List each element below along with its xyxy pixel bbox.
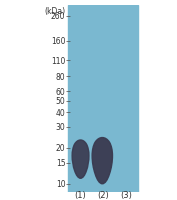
Ellipse shape (72, 140, 89, 178)
Text: (1): (1) (75, 190, 86, 199)
Bar (68, 6, 138, 192)
Text: 20: 20 (56, 144, 65, 153)
Text: 110: 110 (51, 56, 65, 65)
Text: 10: 10 (56, 179, 65, 188)
Text: 40: 40 (56, 108, 65, 117)
Text: (3): (3) (121, 190, 133, 199)
Text: 160: 160 (51, 37, 65, 46)
Text: (kDa): (kDa) (44, 7, 65, 16)
Text: 30: 30 (56, 123, 65, 132)
Text: 50: 50 (56, 97, 65, 106)
Ellipse shape (92, 138, 113, 184)
Text: 60: 60 (56, 87, 65, 96)
Text: (2): (2) (98, 190, 109, 199)
Text: 260: 260 (51, 12, 65, 21)
Text: 80: 80 (56, 73, 65, 82)
Text: 15: 15 (56, 158, 65, 167)
